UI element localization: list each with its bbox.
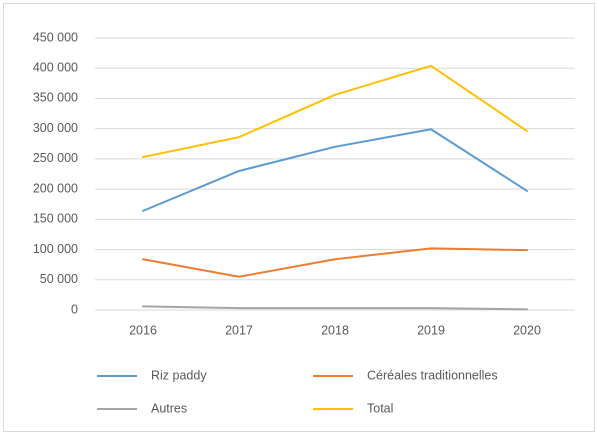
legend-label: Céréales traditionnelles [367, 368, 498, 382]
y-tick-label: 50 000 [40, 272, 78, 286]
x-tick-label: 2017 [225, 323, 253, 337]
x-tick-label: 2020 [513, 323, 541, 337]
x-tick-label: 2016 [129, 323, 157, 337]
y-tick-label: 400 000 [33, 61, 78, 75]
y-tick-label: 250 000 [33, 151, 78, 165]
y-tick-label: 300 000 [33, 121, 78, 135]
legend-label: Riz paddy [151, 368, 207, 382]
series-line [142, 64, 528, 159]
series-line [142, 247, 528, 278]
y-tick-label: 350 000 [33, 91, 78, 105]
series-line [142, 305, 528, 311]
series-line [142, 128, 528, 212]
chart-frame [3, 3, 595, 432]
legend-label: Total [367, 401, 393, 415]
x-tick-label: 2019 [417, 323, 445, 337]
y-tick-label: 0 [71, 302, 78, 316]
y-tick-label: 150 000 [33, 212, 78, 226]
y-tick-label: 200 000 [33, 181, 78, 195]
y-tick-label: 100 000 [33, 242, 78, 256]
legend-label: Autres [151, 401, 187, 415]
y-tick-label: 450 000 [33, 30, 78, 44]
x-tick-label: 2018 [321, 323, 349, 337]
